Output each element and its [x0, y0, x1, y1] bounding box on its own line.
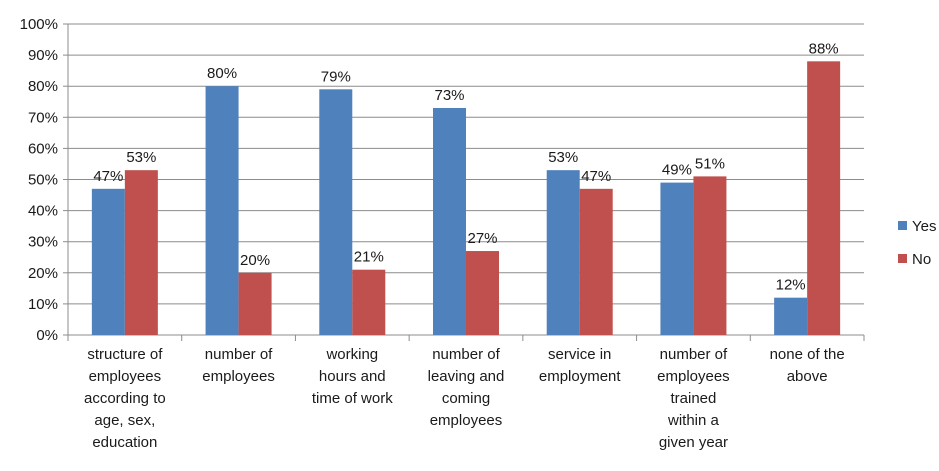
y-tick-label: 90% [28, 47, 58, 64]
data-label-no: 88% [809, 40, 839, 57]
x-tick-label-line: education [92, 434, 157, 451]
data-label-yes: 49% [662, 162, 692, 179]
y-tick-label: 80% [28, 78, 58, 95]
x-tick-label-line: number of [660, 346, 728, 363]
y-tick-label: 0% [36, 327, 58, 344]
x-tick-label-line: age, sex, [94, 412, 155, 429]
data-label-yes: 53% [548, 149, 578, 166]
bar-yes [546, 170, 580, 335]
data-label-no: 51% [695, 155, 725, 172]
data-label-yes: 12% [776, 277, 806, 294]
x-tick-label-line: working [325, 346, 378, 363]
x-tick-label-line: employees [657, 368, 730, 385]
data-label-no: 21% [354, 249, 384, 266]
bar-yes [319, 89, 353, 335]
bar-no [124, 170, 158, 335]
data-label-no: 47% [581, 168, 611, 185]
x-tick-label-line: employees [202, 368, 275, 385]
bar-no [579, 188, 613, 335]
data-label-yes: 73% [434, 87, 464, 104]
x-tick-label-line: number of [432, 346, 500, 363]
x-tick-label-line: none of the [770, 346, 845, 363]
x-tick-label-line: number of [205, 346, 273, 363]
x-tick-label-line: trained [670, 390, 716, 407]
x-tick-label-line: hours and [319, 368, 386, 385]
legend-label-yes: Yes [912, 218, 936, 235]
y-tick-label: 20% [28, 265, 58, 282]
x-tick-label-line: service in [548, 346, 611, 363]
x-tick-label-line: coming [442, 390, 490, 407]
y-tick-label: 30% [28, 234, 58, 251]
data-label-yes: 80% [207, 65, 237, 82]
x-tick-label: working hours and time of work [312, 346, 393, 407]
y-tick-label: 60% [28, 140, 58, 157]
bar-no [807, 61, 841, 335]
x-tick-label: service in employment [539, 346, 622, 385]
x-tick-label: structure of employees according to age, se… [84, 346, 166, 451]
x-tick-label-line: leaving and [428, 368, 505, 385]
y-tick-label: 40% [28, 203, 58, 220]
x-tick-label-line: employees [89, 368, 162, 385]
data-label-yes: 47% [93, 168, 123, 185]
bar-no [466, 251, 499, 335]
x-tick-label: none of the above [770, 346, 845, 385]
data-label-yes: 79% [321, 68, 351, 85]
bar-yes [433, 107, 466, 335]
x-tick-label-line: employees [430, 412, 503, 429]
bar-yes [660, 182, 694, 335]
bar-no [693, 176, 727, 335]
y-tick-label: 70% [28, 109, 58, 126]
x-tick-label: number of leaving and coming employees [428, 346, 505, 429]
legend-swatch-yes [898, 221, 907, 230]
x-tick-label-line: time of work [312, 390, 393, 407]
y-tick-label: 50% [28, 172, 58, 189]
x-tick-label: number of employees trained within a given y… [657, 346, 730, 451]
x-tick-label-line: according to [84, 390, 166, 407]
x-tick-label-line: structure of [87, 346, 163, 363]
data-label-no: 27% [467, 230, 497, 247]
data-label-no: 20% [240, 252, 270, 269]
x-tick-label-line: given year [659, 434, 728, 451]
y-tick-label: 10% [28, 296, 58, 313]
x-tick-label-line: above [787, 368, 828, 385]
x-tick-label: number of employees [202, 346, 275, 385]
y-tick-label: 100% [20, 16, 58, 33]
x-tick-label-line: within a [667, 412, 720, 429]
bar-yes [774, 297, 808, 335]
legend-label-no: No [912, 251, 931, 268]
bar-yes [91, 188, 125, 335]
legend-swatch-no [898, 254, 907, 263]
bar-yes [205, 86, 239, 335]
bar-no [352, 269, 386, 335]
data-label-no: 53% [126, 149, 156, 166]
bar-no [238, 272, 272, 335]
x-tick-label-line: employment [539, 368, 622, 385]
